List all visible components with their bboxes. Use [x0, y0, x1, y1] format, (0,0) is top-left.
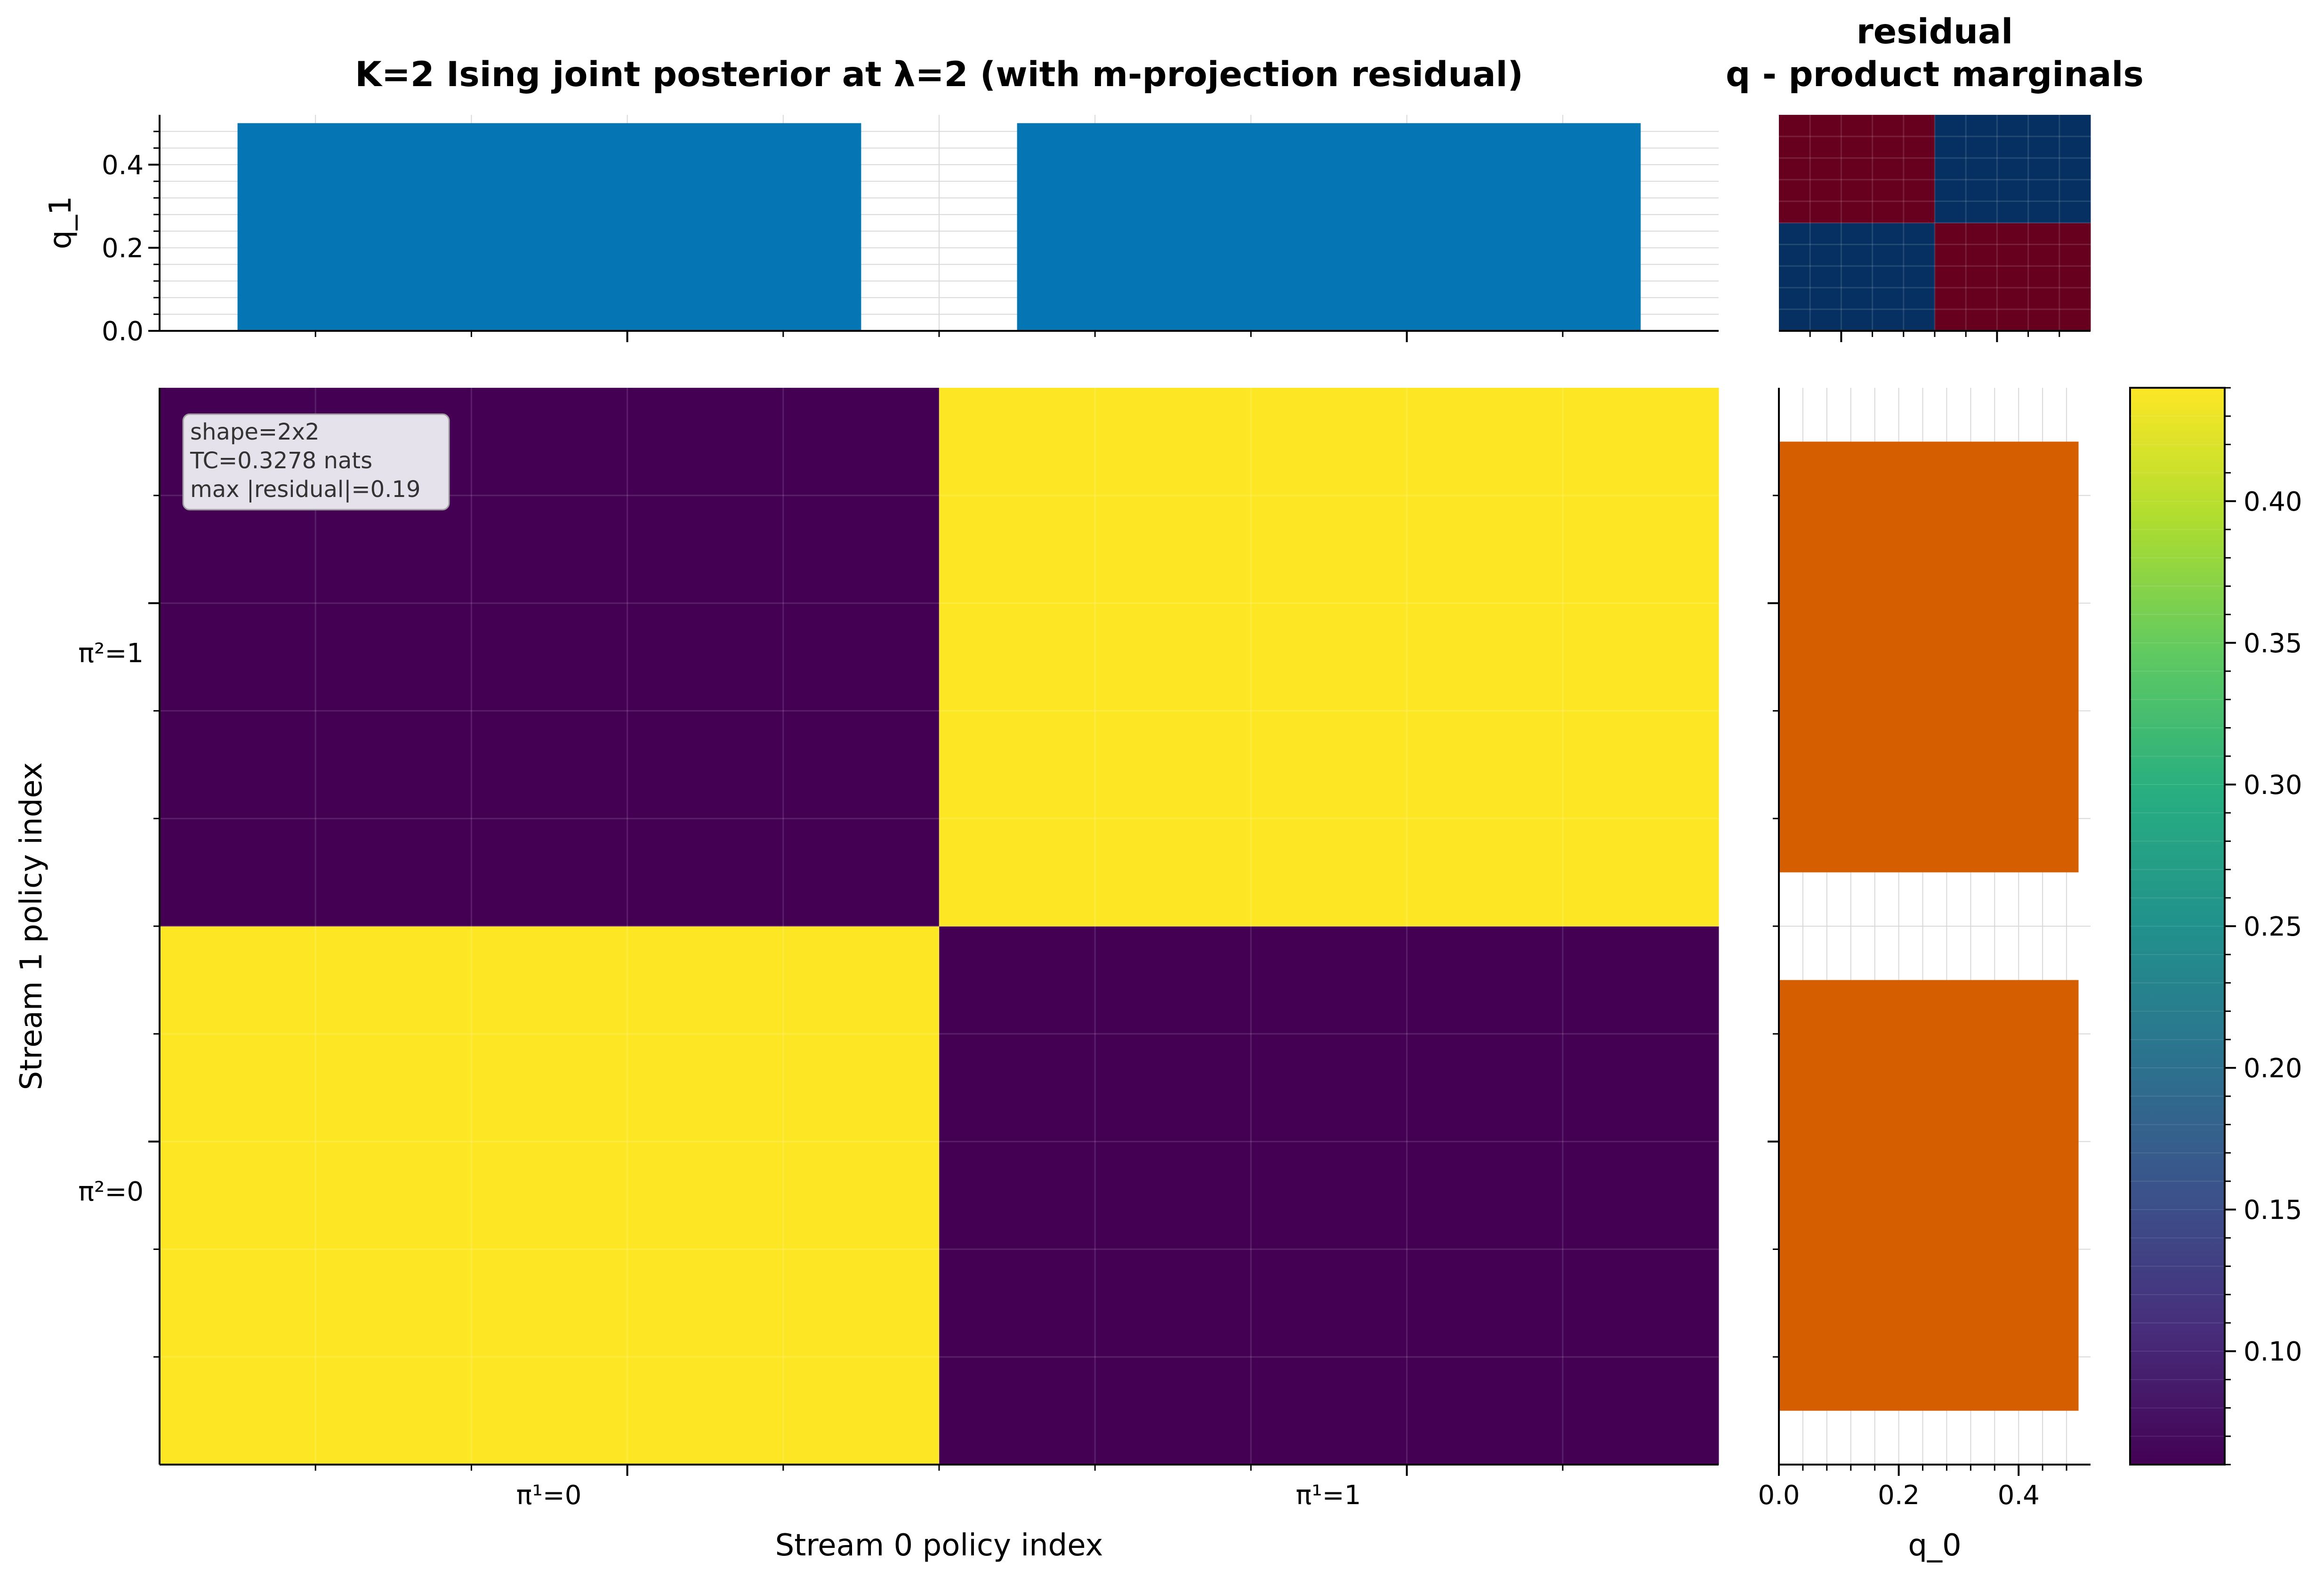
stats-annotation-line: max |residual|=0.19: [190, 476, 420, 503]
colorbar-tick-label: 0.40: [2244, 487, 2302, 517]
y-tick-label: π²=0: [78, 1177, 144, 1207]
marginal-q1-bar: [1017, 123, 1641, 331]
marginal-q1-ticks: 0.0 0.2 0.4: [102, 130, 1564, 347]
marginal-q1-ylabel: q_1: [43, 196, 78, 249]
marginal-q1-bar: [237, 123, 861, 331]
marginal-q1-bars: [237, 123, 1641, 331]
residual-cells: [1779, 115, 2091, 331]
x-tick-label: π¹=1: [1296, 1480, 1361, 1511]
x-tick-label: 0.2: [1878, 1480, 1920, 1511]
residual-panel: residual q - product marginals: [1726, 12, 2144, 342]
stats-annotation-box: [182, 413, 450, 511]
marginal-q0-ticks: 0.0 0.2 0.4: [1758, 495, 2067, 1511]
heatmap-cell: [939, 926, 1719, 1465]
marginal-q0-panel: 0.0 0.2 0.4 q_0: [1758, 388, 2091, 1563]
marginal-q0-xlabel: q_0: [1908, 1528, 1961, 1563]
joint-heatmap-cells: [160, 388, 1719, 1465]
marginal-q0-bar: [1779, 441, 2079, 873]
residual-ticks: [1809, 331, 2060, 342]
heatmap-cell: [160, 926, 940, 1465]
colorbar-tick-label: 0.10: [2244, 1337, 2302, 1367]
marginal-q0-bar: [1779, 980, 2079, 1411]
stats-annotation-line: TC=0.3278 nats: [190, 448, 372, 474]
stats-annotation: shape=2x2 TC=0.3278 nats max |residual|=…: [182, 413, 450, 511]
colorbar-tick-label: 0.20: [2244, 1053, 2302, 1084]
marginal-q1-panel: 0.0 0.2 0.4 q_1: [43, 115, 1719, 347]
colorbar-tick-label: 0.35: [2244, 628, 2302, 659]
colorbar: 0.10 0.15 0.20 0.25 0.30 0.35 0.40: [2129, 387, 2302, 1466]
heatmap-cell: [939, 388, 1719, 927]
joint-ylabel: Stream 1 policy index: [14, 762, 49, 1090]
chart-title: K=2 Ising joint posterior at λ=2 (with m…: [355, 55, 1523, 95]
residual-grid: [1779, 115, 2091, 331]
marginal-q0-bars: [1779, 441, 2079, 1411]
residual-title-line-1: residual: [1857, 12, 2013, 52]
joint-heatmap-panel: π¹=0 π¹=1 π²=0 π²=1 Stream 0 policy inde…: [14, 388, 1719, 1563]
x-tick-label: 0.4: [1998, 1480, 2040, 1511]
y-tick-label: π²=1: [78, 638, 144, 669]
residual-cell: [1935, 223, 2091, 331]
colorbar-gradient: [2129, 387, 2226, 1466]
x-tick-label: π¹=0: [516, 1480, 582, 1511]
colorbar-tick-label: 0.25: [2244, 912, 2302, 942]
residual-cell: [1779, 223, 1935, 331]
joint-xlabel: Stream 0 policy index: [775, 1528, 1103, 1563]
joint-heatmap-grid: [160, 388, 1719, 1465]
residual-title-line-2: q - product marginals: [1726, 55, 2144, 95]
residual-cell: [1779, 115, 1935, 223]
y-tick-label: 0.4: [102, 150, 144, 181]
colorbar-tick-label: 0.30: [2244, 770, 2302, 801]
x-tick-label: 0.0: [1758, 1480, 1800, 1511]
residual-cell: [1935, 115, 2091, 223]
colorbar-ticks: 0.10 0.15 0.20 0.25 0.30 0.35 0.40: [2130, 387, 2302, 1466]
colorbar-tick-label: 0.15: [2244, 1195, 2302, 1226]
stats-annotation-line: shape=2x2: [190, 419, 320, 445]
y-tick-label: 0.0: [102, 316, 144, 347]
joint-heatmap-ticks: [148, 495, 1564, 1476]
y-tick-label: 0.2: [102, 233, 144, 264]
